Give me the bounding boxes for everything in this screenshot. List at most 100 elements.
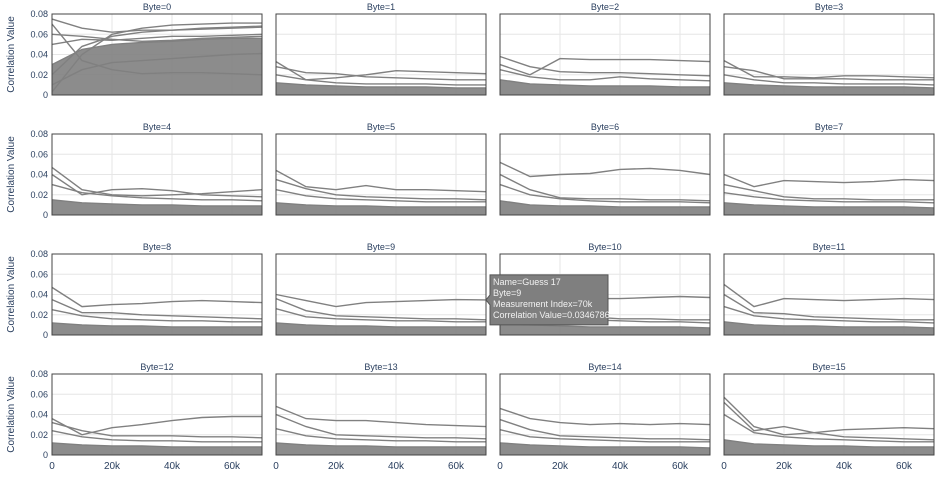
series-line	[723, 202, 935, 209]
panel-title: Byte=10	[588, 242, 621, 252]
y-axis-title: Correlation Value	[6, 256, 17, 333]
series-line	[275, 202, 486, 208]
series-line	[499, 429, 710, 443]
panel-title: Byte=7	[815, 122, 843, 132]
tooltip-line: Byte=9	[493, 288, 521, 298]
panel-border	[275, 133, 487, 216]
guess-band	[724, 321, 934, 335]
series-line	[51, 33, 263, 46]
series-line	[51, 442, 262, 448]
panel-border	[51, 13, 263, 96]
panel-byte-11: Byte=11	[723, 242, 935, 336]
panel-title: Byte=0	[143, 2, 171, 12]
panel-border	[499, 13, 711, 96]
series-line	[275, 297, 487, 321]
panel-byte-6: Byte=6	[499, 122, 711, 216]
panel-border	[499, 133, 711, 216]
y-tick-label: 0.04	[30, 170, 48, 180]
x-tick-label: 60k	[672, 461, 689, 472]
x-tick-label: 20k	[552, 461, 569, 472]
panel-title: Byte=12	[140, 362, 173, 372]
series-line	[51, 25, 263, 76]
panel-border	[275, 253, 487, 336]
panel-border	[51, 253, 263, 336]
x-tick-label: 60k	[224, 461, 241, 472]
y-tick-label: 0.06	[30, 149, 48, 159]
x-tick-label: 20k	[104, 461, 121, 472]
series-line	[723, 59, 935, 79]
x-tick-label: 0	[497, 461, 503, 472]
y-tick-label: 0.02	[30, 190, 48, 200]
series-line	[51, 18, 263, 33]
y-tick-label: 0.08	[30, 9, 48, 19]
panel-byte-1: Byte=1	[275, 2, 487, 96]
series-line	[275, 442, 486, 448]
series-line	[723, 413, 934, 443]
y-tick-label: 0.06	[30, 269, 48, 279]
x-tick-label: 40k	[164, 461, 181, 472]
series-line	[723, 439, 934, 448]
series-line	[723, 74, 935, 86]
y-tick-label: 0.06	[30, 29, 48, 39]
series-line	[499, 161, 711, 178]
y-tick-label: 0	[43, 330, 48, 340]
series-line	[275, 82, 486, 89]
guess-band	[52, 38, 262, 95]
series-line	[51, 415, 262, 436]
series-line	[499, 79, 710, 88]
y-tick-label: 0.04	[30, 410, 48, 420]
tooltip-line: Correlation Value=0.0346786	[493, 310, 610, 320]
panel-title: Byte=15	[812, 362, 845, 372]
y-tick-label: 0.02	[30, 430, 48, 440]
y-tick-label: 0.04	[30, 290, 48, 300]
panel-title: Byte=14	[588, 362, 621, 372]
series-line	[499, 57, 711, 76]
guess-band	[724, 439, 934, 455]
series-line	[51, 430, 262, 443]
y-axis-title: Correlation Value	[6, 376, 17, 453]
series-line	[51, 286, 263, 308]
y-tick-label: 0.08	[30, 369, 48, 379]
series-line	[275, 66, 486, 81]
series-line	[51, 33, 263, 43]
panel-byte-3: Byte=3	[723, 2, 935, 96]
y-tick-label: 0.04	[30, 50, 48, 60]
guess-band	[500, 79, 710, 95]
panel-title: Byte=6	[591, 122, 619, 132]
panel-border	[723, 373, 935, 456]
series-line	[723, 305, 935, 324]
series-line	[51, 298, 263, 320]
series-line	[51, 22, 262, 93]
y-tick-label: 0.02	[30, 310, 48, 320]
panel-byte-5: Byte=5	[275, 122, 487, 216]
series-line	[499, 183, 711, 204]
panel-title: Byte=4	[143, 122, 171, 132]
series-line	[499, 69, 711, 82]
panel-title: Byte=8	[143, 242, 171, 252]
series-line	[723, 321, 935, 329]
series-line	[723, 66, 934, 81]
series-line	[723, 192, 935, 204]
series-line	[723, 293, 934, 321]
series-line	[51, 183, 263, 202]
panel-title: Byte=1	[367, 2, 395, 12]
panel-byte-9: Byte=9	[275, 242, 487, 336]
y-tick-label: 0	[43, 90, 48, 100]
series-line	[499, 442, 711, 449]
panel-border	[51, 133, 263, 216]
series-line	[499, 200, 710, 208]
guess-band	[52, 199, 262, 215]
panel-border	[723, 253, 935, 336]
panel-title: Byte=13	[364, 362, 397, 372]
series-line	[275, 413, 487, 440]
series-line	[723, 283, 935, 308]
series-line	[275, 308, 486, 323]
series-line	[499, 407, 711, 426]
x-tick-label: 20k	[328, 461, 345, 472]
panel-byte-2: Byte=2	[499, 2, 711, 96]
panel-title: Byte=5	[367, 122, 395, 132]
series-line	[499, 173, 711, 202]
series-line	[51, 52, 263, 86]
series-line	[51, 37, 262, 66]
